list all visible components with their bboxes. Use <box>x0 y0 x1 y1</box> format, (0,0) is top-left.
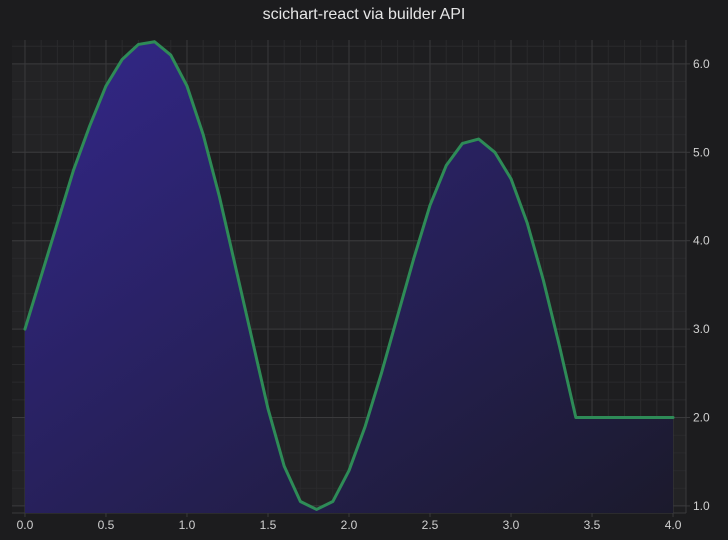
axis-labels: 0.0 0.5 1.0 1.5 2.0 2.5 3.0 3.5 4.0 1.0 2.0 3.0 4.0 5… <box>17 57 710 532</box>
x-tick-label: 3.0 <box>503 518 520 532</box>
series-layer <box>23 40 675 513</box>
y-tick-label: 6.0 <box>693 57 710 71</box>
x-tick-label: 2.5 <box>422 518 439 532</box>
y-tick-label: 3.0 <box>693 322 710 336</box>
y-tick-label: 1.0 <box>693 499 710 513</box>
x-tick-label: 2.0 <box>341 518 358 532</box>
x-tick-label: 4.0 <box>665 518 682 532</box>
x-tick-label: 0.5 <box>98 518 115 532</box>
y-tick-label: 5.0 <box>693 145 710 159</box>
x-tick-label: 1.5 <box>260 518 277 532</box>
chart-title: scichart-react via builder API <box>262 6 466 23</box>
y-tick-label: 2.0 <box>693 411 710 425</box>
series-area-fill <box>24 41 674 513</box>
x-tick-label: 3.5 <box>584 518 601 532</box>
series-line <box>23 40 675 511</box>
x-tick-label: 1.0 <box>179 518 196 532</box>
x-tick-label: 0.0 <box>17 518 34 532</box>
y-tick-label: 4.0 <box>693 234 710 248</box>
